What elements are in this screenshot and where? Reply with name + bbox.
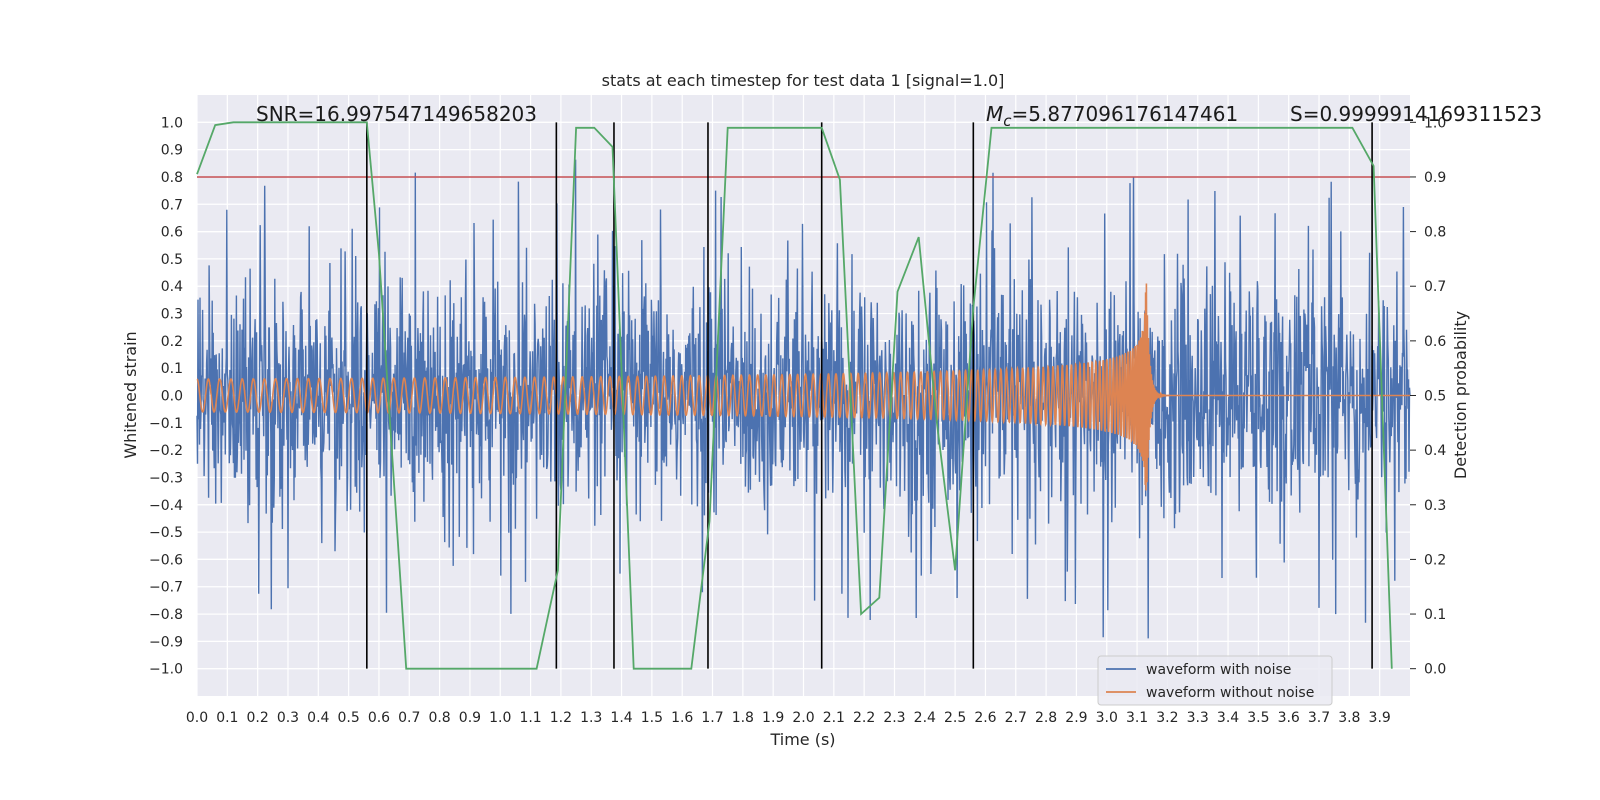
legend: waveform with noise waveform without noi… (1097, 655, 1333, 706)
y-tick-label: 0.3 (161, 307, 183, 323)
x-tick-label: 1.7 (701, 710, 723, 726)
y-tick-label: −1.0 (149, 662, 183, 678)
x-tick-label: 0.8 (428, 710, 450, 726)
y-axis-ticks: 1.0 0.9 0.8 0.7 0.6 0.5 0.4 0.3 0.2 0.1 0.0 −0.1 −0.… (149, 115, 183, 677)
snr-annotation: SNR=16.997547149658203 (256, 102, 537, 126)
y-tick-label: −0.4 (149, 498, 183, 514)
y-right-tick-label: 0.8 (1424, 225, 1446, 241)
x-tick-label: 0.3 (277, 710, 299, 726)
chart-title: stats at each timestep for test data 1 [… (602, 71, 1005, 90)
x-tick-label: 1.4 (610, 710, 632, 726)
y-tick-label: 0.8 (161, 170, 183, 186)
y-tick-label: 0.2 (161, 334, 183, 350)
x-tick-label: 1.6 (671, 710, 693, 726)
x-tick-label: 1.2 (550, 710, 572, 726)
x-tick-label: 1.9 (762, 710, 784, 726)
x-tick-label: 3.0 (1096, 710, 1118, 726)
y-right-tick-label: 0.3 (1424, 498, 1446, 514)
chirp-mass-value: =5.877096176147461 (1012, 102, 1239, 126)
x-tick-label: 0.0 (186, 710, 208, 726)
plot-area (196, 121, 1411, 670)
x-tick-label: 1.1 (519, 710, 541, 726)
legend-label-no-noise: waveform without noise (1146, 685, 1314, 701)
x-tick-label: 3.6 (1278, 710, 1300, 726)
y-tick-label: −0.2 (149, 443, 183, 459)
y-axis-label: Whitened strain (121, 331, 140, 458)
x-tick-label: 3.1 (1126, 710, 1148, 726)
y-tick-label: −0.8 (149, 607, 183, 623)
x-tick-label: 1.5 (641, 710, 663, 726)
x-tick-label: 2.4 (914, 710, 936, 726)
x-tick-label: 2.1 (823, 710, 845, 726)
vertical-markers (366, 122, 1373, 669)
x-tick-label: 3.4 (1217, 710, 1239, 726)
y-tick-label: 0.4 (161, 279, 183, 295)
y-tick-label: −0.9 (149, 634, 183, 650)
chirp-mass-annotation: Mc=5.877096176147461 (986, 102, 1238, 130)
x-tick-label: 1.3 (580, 710, 602, 726)
chirp-mass-symbol: M (986, 102, 1003, 126)
y-right-tick-label: 0.5 (1424, 389, 1446, 405)
y-right-tick-label: 1.0 (1424, 115, 1446, 131)
y-right-axis-label: Detection probability (1451, 311, 1470, 479)
y-right-tick-label: 0.7 (1424, 279, 1446, 295)
y-right-tick-label: 0.6 (1424, 334, 1446, 350)
y-right-tick-label: 0.2 (1424, 552, 1446, 568)
x-tick-label: 2.5 (944, 710, 966, 726)
y-right-tick-label: 0.4 (1424, 443, 1446, 459)
x-tick-label: 2.8 (1035, 710, 1057, 726)
y-tick-label: −0.5 (149, 525, 183, 541)
series-waveform-without-noise (196, 283, 1410, 491)
x-tick-label: 0.9 (459, 710, 481, 726)
y-tick-label: 0.7 (161, 197, 183, 213)
x-tick-label: 0.5 (337, 710, 359, 726)
y-tick-label: 0.6 (161, 225, 183, 241)
y-right-axis-ticks: 1.0 0.9 0.8 0.7 0.6 0.5 0.4 0.3 0.2 0.1 0.0 (1410, 115, 1446, 678)
x-axis-ticks: 0.0 0.1 0.2 0.3 0.4 0.5 0.6 0.7 0.8 0.9 1.0 1.1 1.2 1… (186, 710, 1391, 726)
y-tick-label: −0.3 (149, 470, 183, 486)
x-tick-label: 1.0 (489, 710, 511, 726)
legend-label-noise: waveform with noise (1146, 662, 1291, 678)
series-detection-probability (196, 121, 1393, 670)
x-tick-label: 3.3 (1187, 710, 1209, 726)
x-tick-label: 0.1 (216, 710, 238, 726)
x-axis-label: Time (s) (769, 730, 835, 749)
x-tick-label: 2.0 (792, 710, 814, 726)
x-tick-label: 0.6 (368, 710, 390, 726)
x-tick-label: 0.7 (398, 710, 420, 726)
y-tick-label: 1.0 (161, 115, 183, 131)
s-annotation: S=0.9999914169311523 (1290, 102, 1542, 126)
y-tick-label: 0.5 (161, 252, 183, 268)
series-waveform-with-noise (196, 159, 1411, 639)
y-tick-label: 0.9 (161, 143, 183, 159)
y-right-tick-label: 0.1 (1424, 607, 1446, 623)
x-tick-label: 2.3 (883, 710, 905, 726)
y-tick-label: −0.6 (149, 552, 183, 568)
x-tick-label: 2.9 (1065, 710, 1087, 726)
legend-box (1097, 655, 1333, 706)
x-tick-label: 2.7 (1005, 710, 1027, 726)
x-tick-label: 2.6 (974, 710, 996, 726)
x-tick-label: 3.2 (1156, 710, 1178, 726)
x-tick-label: 0.4 (307, 710, 329, 726)
x-tick-label: 3.7 (1308, 710, 1330, 726)
x-tick-label: 3.8 (1338, 710, 1360, 726)
y-tick-label: 0.0 (161, 389, 183, 405)
y-right-tick-label: 0.9 (1424, 170, 1446, 186)
x-tick-label: 3.5 (1247, 710, 1269, 726)
y-tick-label: −0.1 (149, 416, 183, 432)
x-tick-label: 1.8 (732, 710, 754, 726)
x-tick-label: 3.9 (1369, 710, 1391, 726)
x-tick-label: 2.2 (853, 710, 875, 726)
y-tick-label: −0.7 (149, 580, 183, 596)
y-right-tick-label: 0.0 (1424, 662, 1446, 678)
x-tick-label: 0.2 (247, 710, 269, 726)
chirp-mass-subscript: c (1003, 112, 1012, 130)
y-tick-label: 0.1 (161, 361, 183, 377)
